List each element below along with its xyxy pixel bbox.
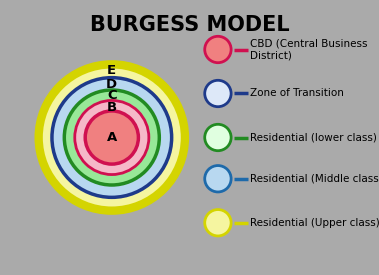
Circle shape xyxy=(75,100,149,175)
Text: Residential (Middle class): Residential (Middle class) xyxy=(250,174,379,184)
Text: C: C xyxy=(107,89,117,102)
Circle shape xyxy=(205,210,231,236)
Circle shape xyxy=(85,111,138,164)
Circle shape xyxy=(205,80,231,107)
Circle shape xyxy=(205,36,231,63)
Circle shape xyxy=(205,166,231,192)
Text: A: A xyxy=(106,131,117,144)
Text: Residential (lower class): Residential (lower class) xyxy=(250,133,377,142)
Text: E: E xyxy=(107,65,116,78)
Text: BURGESS MODEL: BURGESS MODEL xyxy=(90,15,289,35)
Text: Residential (Upper class): Residential (Upper class) xyxy=(250,218,379,228)
Text: CBD (Central Business
District): CBD (Central Business District) xyxy=(250,39,368,60)
Text: B: B xyxy=(107,101,117,114)
Circle shape xyxy=(205,124,231,151)
Circle shape xyxy=(39,64,185,211)
Text: D: D xyxy=(106,78,117,91)
Circle shape xyxy=(64,90,159,185)
Circle shape xyxy=(52,78,172,197)
Text: Zone of Transition: Zone of Transition xyxy=(250,89,344,98)
